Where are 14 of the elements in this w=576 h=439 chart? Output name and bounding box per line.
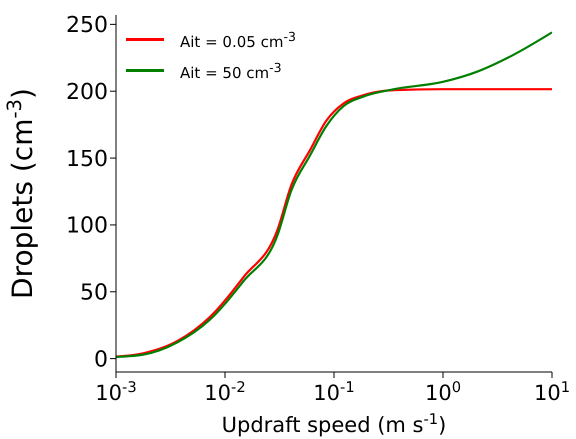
x-tick-label: 10$^{-1}$ — [313, 378, 355, 405]
x-tick-label: 10$^{-3}$ — [95, 378, 137, 405]
y-tick-label: 100 — [66, 214, 108, 239]
y-tick-label: 250 — [66, 13, 108, 38]
y-tick-label: 0 — [94, 347, 108, 372]
y-tick-label: 50 — [80, 280, 108, 306]
legend-label: Ait = 50 cm$^{-3}$ — [180, 59, 282, 84]
legend-label: Ait = 0.05 cm$^{-3}$ — [180, 28, 296, 53]
x-tick-label: 10$^{-2}$ — [204, 378, 246, 405]
y-tick-label: 150 — [66, 146, 108, 172]
x-tick-label: 10$^{1}$ — [534, 378, 570, 405]
x-tick-label: 10$^{0}$ — [424, 378, 462, 405]
x-axis-title: Updraft speed (m s$^{-1}$) — [222, 410, 446, 437]
y-tick-label: 200 — [66, 80, 108, 106]
